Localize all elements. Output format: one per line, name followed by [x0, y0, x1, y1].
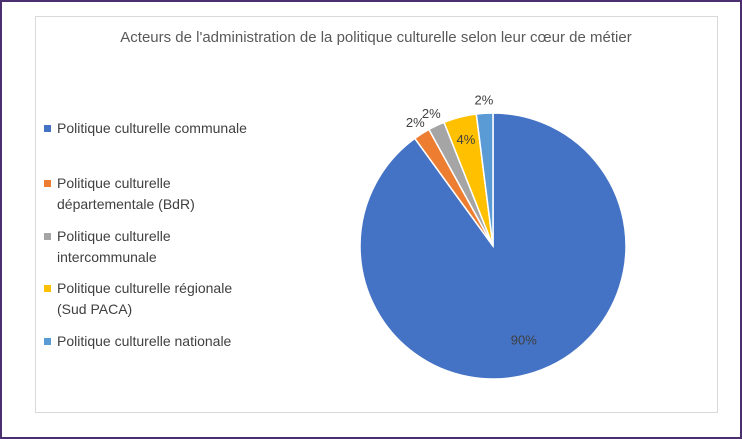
legend-item: Politique culturelle nationale	[44, 331, 254, 352]
legend-label: Politique culturelle départementale (BdR…	[57, 175, 195, 212]
legend-label: Politique culturelle communale	[57, 120, 247, 136]
legend-item: Politique culturelle régionale (Sud PACA…	[44, 278, 254, 320]
legend-item: Politique culturelle communale	[44, 118, 254, 139]
pie-slice	[475, 112, 494, 247]
chart-title: Acteurs de l'administration de la politi…	[120, 29, 632, 46]
legend-swatch	[44, 125, 51, 132]
data-label: 2%	[406, 115, 425, 130]
legend-item: Politique culturelle départementale (BdR…	[44, 173, 254, 215]
data-label: 2%	[422, 106, 441, 121]
legend-item: Politique culturelle intercommunale	[44, 226, 254, 268]
legend-swatch	[44, 180, 51, 187]
chart: Acteurs de l'administration de la politi…	[35, 16, 718, 413]
legend-label: Politique culturelle intercommunale	[57, 228, 171, 265]
legend-swatch	[44, 233, 51, 240]
data-label: 4%	[456, 132, 475, 147]
legend-label: Politique culturelle régionale (Sud PACA…	[57, 280, 233, 317]
legend-swatch	[44, 338, 51, 345]
data-label: 90%	[511, 332, 537, 347]
pie: 90%2%2%4%2%	[359, 93, 627, 380]
data-label: 2%	[474, 93, 493, 108]
legend-swatch	[44, 285, 51, 292]
legend-label: Politique culturelle nationale	[57, 333, 232, 349]
